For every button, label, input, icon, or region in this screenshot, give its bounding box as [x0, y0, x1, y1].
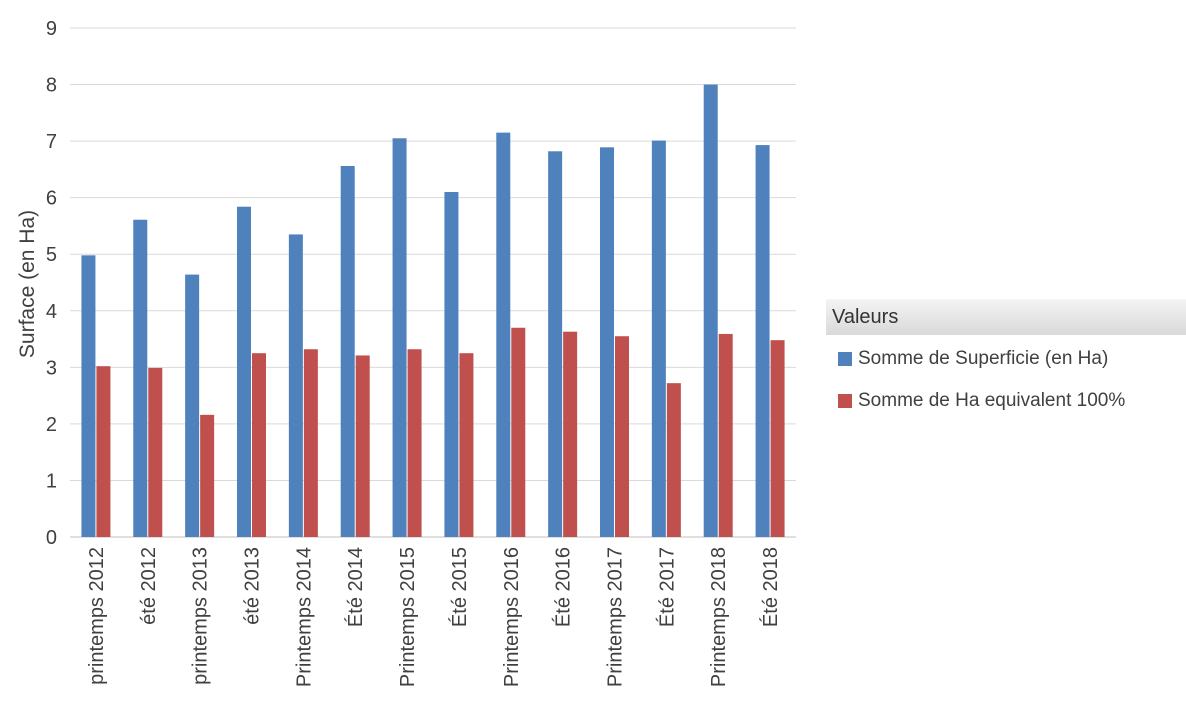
bar-series-1: [288, 234, 303, 537]
bar-series-2: [252, 353, 266, 537]
y-tick-label: 0: [46, 527, 57, 549]
legend-item-series-1: Somme de Superficie (en Ha): [838, 345, 1186, 373]
y-tick-label: 2: [46, 414, 57, 436]
x-tick-label: Printemps 2016: [501, 547, 523, 687]
bar-series-2: [355, 355, 370, 537]
bar-series-1: [133, 219, 148, 537]
y-tick-labels: 0 1 2 3 4 5 6 7 8 9: [46, 18, 57, 549]
bar-series-2: [407, 349, 422, 537]
legend: Valeurs Somme de Superficie (en Ha) Somm…: [826, 299, 1186, 415]
bar-series-1: [392, 138, 407, 538]
x-tick-label: Été 2018: [759, 547, 782, 627]
bar-series-1: [703, 84, 718, 538]
bar-series-2: [459, 353, 474, 537]
legend-item-series-2: Somme de Ha equivalent 100%: [838, 387, 1186, 415]
bar-series-1: [81, 255, 96, 537]
bar-series-2: [563, 331, 578, 537]
bar-series-2: [303, 349, 318, 537]
gridlines: [70, 27, 796, 538]
y-tick-label: 3: [46, 357, 57, 379]
bar-series-1: [340, 165, 355, 538]
y-tick-label: 5: [46, 244, 57, 266]
bars: [81, 84, 785, 538]
y-tick-label: 1: [46, 470, 57, 492]
y-tick-label: 8: [46, 75, 57, 97]
y-tick-label: 9: [46, 18, 57, 40]
x-tick-label: Printemps 2017: [605, 547, 627, 687]
legend-swatch-series-1: [838, 352, 852, 366]
bar-series-1: [496, 132, 511, 537]
bar-series-2: [148, 367, 163, 537]
x-tick-label: printemps 2013: [190, 547, 212, 685]
x-tick-label: Printemps 2018: [708, 547, 730, 687]
x-tick-label: été 2012: [138, 547, 160, 625]
y-tick-label: 4: [46, 301, 57, 323]
bar-series-1: [600, 147, 614, 538]
legend-label-series-2: Somme de Ha equivalent 100%: [858, 390, 1126, 411]
bar-series-2: [770, 340, 785, 537]
bar-series-2: [718, 333, 733, 537]
legend-label-series-1: Somme de Superficie (en Ha): [858, 348, 1109, 369]
x-tick-label: printemps 2012: [86, 547, 108, 685]
x-tick-label: Été 2017: [655, 547, 678, 627]
bar-series-2: [615, 336, 629, 537]
x-tick-label: Été 2014: [344, 547, 367, 627]
bar-series-2: [511, 327, 526, 537]
bar-series-2: [96, 366, 111, 537]
bar-series-1: [651, 140, 666, 537]
legend-swatch-series-2: [838, 394, 852, 408]
bar-series-2: [200, 414, 215, 537]
bar-series-1: [444, 192, 459, 537]
y-tick-label: 7: [46, 131, 57, 153]
y-axis-label: Surface (en Ha): [16, 210, 39, 358]
bar-series-2: [666, 383, 681, 537]
x-tick-label: Printemps 2014: [293, 547, 315, 687]
x-tick-labels: printemps 2012 été 2012 printemps 2013 été …: [86, 547, 782, 687]
legend-title: Valeurs: [826, 299, 1186, 335]
x-tick-label: Été 2016: [552, 547, 575, 627]
x-tick-label: Été 2015: [448, 547, 471, 627]
bar-series-1: [185, 274, 200, 537]
x-tick-label: été 2013: [242, 547, 264, 625]
bar-series-1: [237, 206, 251, 537]
bar-series-1: [548, 151, 563, 537]
y-tick-label: 6: [46, 188, 57, 210]
bar-series-1: [755, 145, 770, 537]
x-tick-label: Printemps 2015: [397, 547, 419, 687]
